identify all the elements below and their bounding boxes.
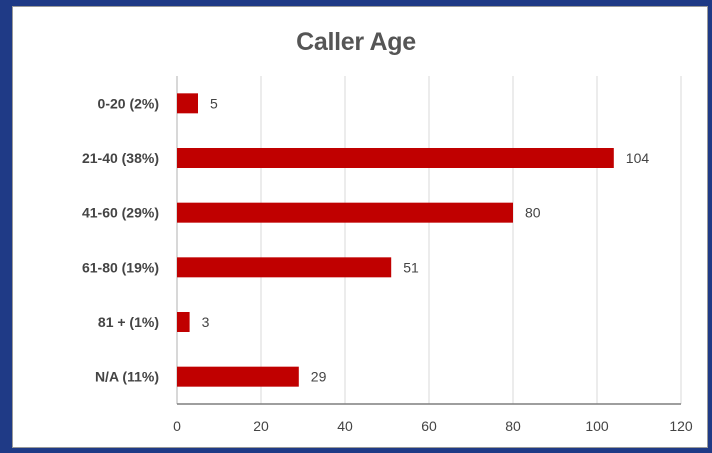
data-label: 51: [403, 259, 419, 275]
bar: [177, 366, 299, 387]
category-label: 81 + (1%): [98, 314, 159, 330]
category-label: 0-20 (2%): [98, 95, 159, 111]
category-label: 21-40 (38%): [82, 150, 159, 166]
x-tick-label: 0: [173, 418, 181, 434]
data-label: 29: [311, 369, 327, 385]
data-label: 80: [525, 205, 541, 221]
bar: [177, 93, 198, 114]
bar: [177, 312, 190, 332]
category-label: 41-60 (29%): [82, 205, 159, 221]
x-tick-label: 100: [585, 418, 609, 434]
data-label: 5: [210, 95, 218, 111]
x-tick-label: 60: [421, 418, 437, 434]
x-tick-label: 120: [669, 418, 693, 434]
category-label: N/A (11%): [95, 369, 159, 385]
chart-frame: [12, 6, 708, 448]
x-tick-label: 80: [505, 418, 521, 434]
data-label: 104: [626, 150, 650, 166]
bar: [177, 257, 392, 278]
x-tick-label: 20: [253, 418, 269, 434]
bar: [177, 148, 614, 168]
category-label: 61-80 (19%): [82, 259, 159, 275]
data-label: 3: [202, 314, 210, 330]
bar: [177, 202, 513, 223]
x-tick-label: 40: [337, 418, 353, 434]
chart-title: Caller Age: [296, 28, 416, 56]
